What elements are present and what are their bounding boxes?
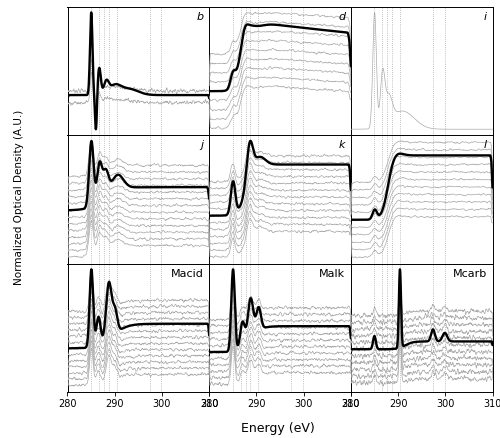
Text: j: j	[200, 140, 203, 150]
Text: Macid: Macid	[170, 268, 203, 279]
Text: Malk: Malk	[319, 268, 345, 279]
Text: k: k	[338, 140, 345, 150]
Text: d: d	[338, 12, 345, 22]
Text: Energy (eV): Energy (eV)	[240, 422, 314, 435]
Text: l: l	[484, 140, 487, 150]
Text: Mcarb: Mcarb	[452, 268, 487, 279]
Text: b: b	[196, 12, 203, 22]
Text: Normalized Optical Density (A.U.): Normalized Optical Density (A.U.)	[14, 110, 24, 285]
Text: i: i	[484, 12, 487, 22]
